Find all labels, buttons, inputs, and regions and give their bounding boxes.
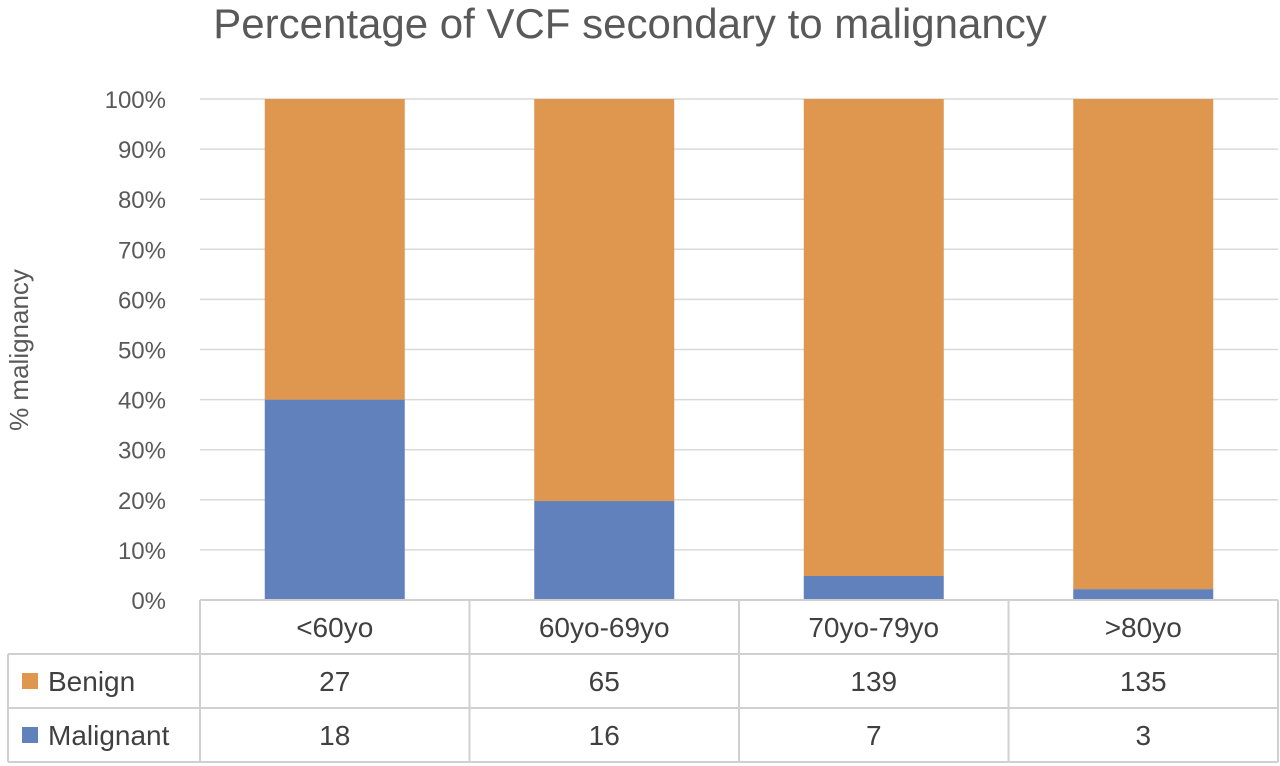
y-tick-label: 70%: [118, 237, 166, 264]
y-tick-label: 10%: [118, 538, 166, 565]
legend-label-malignant: Malignant: [48, 720, 170, 751]
y-tick-label: 30%: [118, 438, 166, 465]
bar-malignant-2: [534, 501, 675, 600]
y-axis-label: % malignancy: [4, 269, 34, 431]
bar-malignant-4: [1073, 589, 1214, 600]
bar-benign-2: [534, 99, 675, 502]
legend-label-benign: Benign: [48, 666, 135, 697]
y-tick-label: 80%: [118, 187, 166, 214]
y-tick-label: 90%: [118, 137, 166, 164]
table-cell-malignant: 18: [319, 720, 350, 751]
table-cell-malignant: 16: [589, 720, 620, 751]
bar-benign-1: [264, 99, 405, 400]
y-tick-label: 0%: [131, 588, 166, 615]
y-tick-label: 40%: [118, 388, 166, 415]
table-cell-benign: 27: [319, 666, 350, 697]
table-cell-benign: 65: [589, 666, 620, 697]
table-cell-malignant: 3: [1135, 720, 1151, 751]
bar-malignant-1: [264, 399, 405, 600]
y-tick-label: 100%: [105, 87, 166, 114]
legend-key-malignant: [22, 727, 38, 743]
y-tick-label: 20%: [118, 488, 166, 515]
bar-malignant-3: [803, 575, 944, 600]
x-category-label: 60yo-69yo: [539, 612, 670, 643]
bar-benign-4: [1073, 99, 1214, 590]
data-table: <60yo 60yo-69yo 70yo-79yo >80yo Benign 27 65 13…: [7, 599, 1279, 763]
table-cell-benign: 135: [1120, 666, 1167, 697]
legend-key-benign: [22, 673, 38, 689]
bar-benign-3: [803, 99, 944, 576]
x-category-label: >80yo: [1105, 612, 1182, 643]
y-tick-label: 60%: [118, 287, 166, 314]
x-category-label: <60yo: [296, 612, 373, 643]
table-cell-benign: 139: [850, 666, 897, 697]
chart-title: Percentage of VCF secondary to malignanc…: [213, 0, 1046, 47]
x-category-label: 70yo-79yo: [808, 612, 939, 643]
y-tick-label: 50%: [118, 338, 166, 365]
y-tick-labels: 0% 10% 20% 30% 40% 50% 60% 70% 80% 90% 100%: [105, 87, 166, 615]
bars: [264, 99, 1214, 600]
table-cell-malignant: 7: [866, 720, 882, 751]
